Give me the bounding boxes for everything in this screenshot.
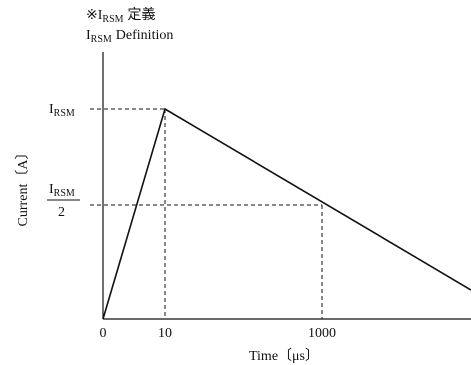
title-mark: ※	[86, 8, 98, 23]
x-tick-label-1000: 1000	[308, 326, 336, 341]
y-axis-label: Current〔A〕	[15, 146, 31, 227]
half-label-sub: RSM	[54, 188, 75, 199]
title-symbol-sub-2: RSM	[91, 34, 112, 45]
title-en: Definition	[116, 28, 174, 43]
half-label-denominator: 2	[58, 205, 65, 220]
x-axis-label: Time〔μs〕	[249, 348, 319, 364]
current-waveform	[102, 107, 471, 320]
peak-label: IRSM	[49, 102, 75, 119]
peak-label-symbol: I	[49, 102, 54, 117]
x-tick-label-10: 10	[158, 326, 172, 341]
title-jp: 定義	[128, 6, 156, 23]
peak-label-sub: RSM	[54, 108, 75, 119]
title-line-2: IRSM Definition	[86, 28, 173, 45]
half-label-numerator: IRSM	[49, 182, 75, 199]
title-symbol-2: I	[86, 28, 91, 43]
x-tick-label-0: 0	[100, 326, 107, 341]
half-label-symbol: I	[49, 182, 54, 197]
title-symbol: I	[98, 8, 103, 23]
title-line-1: ※IRSM 定義	[86, 6, 156, 25]
title-symbol-sub: RSM	[102, 14, 123, 25]
